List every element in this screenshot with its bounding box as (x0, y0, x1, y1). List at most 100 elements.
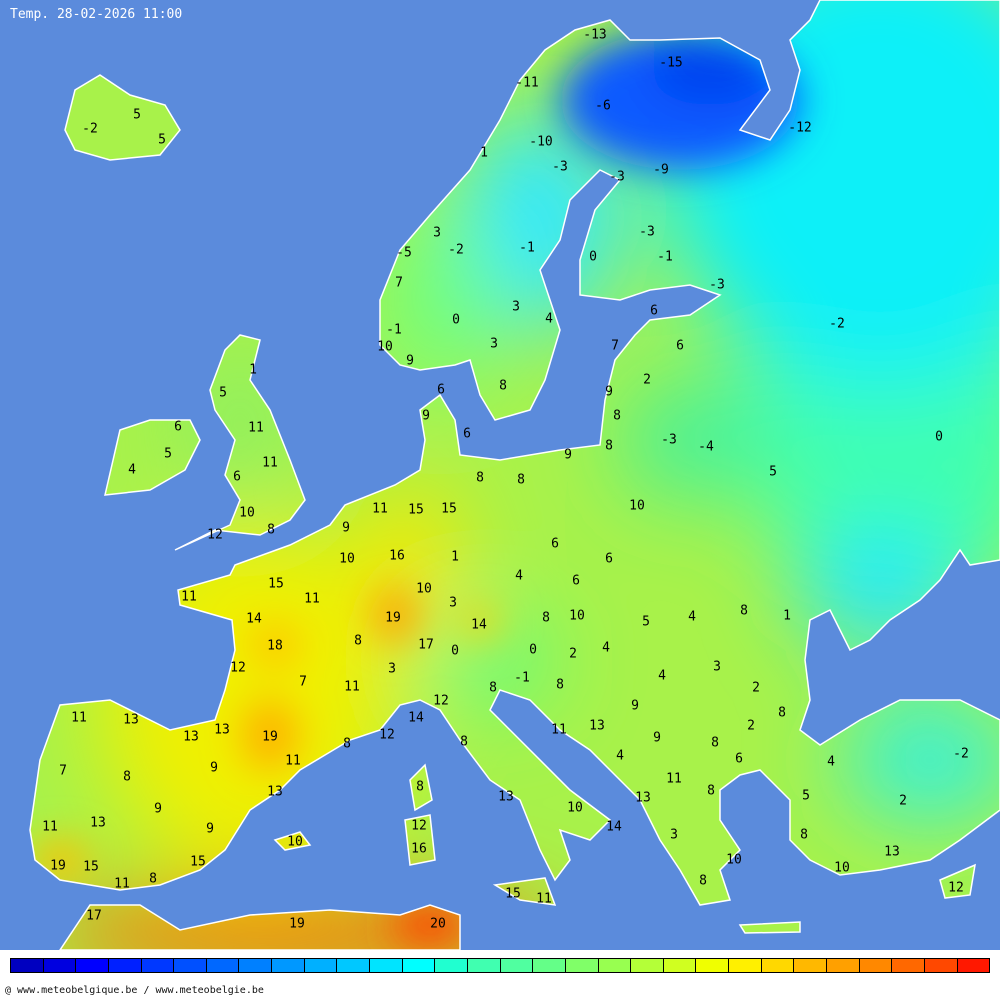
temperature-labels: -13-15-11-6-12-101-3-3 -93-2 -1-3-5 0 -17 -33… (42, 28, 969, 932)
temperature-label: 8 (711, 736, 719, 751)
temperature-label: 3 (388, 662, 396, 677)
color-scale-segment (467, 959, 501, 972)
temperature-label: 5 (164, 447, 172, 462)
color-scale-segment (924, 959, 958, 972)
temperature-label: -5 (396, 246, 412, 261)
temperature-label: -3 (609, 170, 625, 185)
temperature-label: 4 (515, 569, 523, 584)
temperature-label: -2 (829, 317, 845, 332)
color-scale-segment (141, 959, 175, 972)
temperature-label: 5 (219, 386, 227, 401)
temperature-label: 2 (899, 794, 907, 809)
temperature-label: -3 (552, 160, 568, 175)
temperature-label: 11 (248, 421, 264, 436)
temperature-label: 9 (154, 802, 162, 817)
temperature-label: 9 (422, 409, 430, 424)
temperature-label: 14 (471, 618, 487, 633)
temperature-label: 6 (551, 537, 559, 552)
temperature-label: 16 (411, 842, 427, 857)
color-scale-segment (794, 959, 828, 972)
map-title: Temp. 28-02-2026 11:00 (10, 7, 183, 22)
temperature-label: 4 (128, 463, 136, 478)
color-scale-segment (533, 959, 566, 972)
temperature-label: 17 (86, 909, 102, 924)
temperature-label: 8 (499, 379, 507, 394)
temperature-label: 6 (463, 427, 471, 442)
temperature-label: 8 (149, 872, 157, 887)
color-scale-segment (761, 959, 795, 972)
temperature-label: 14 (606, 820, 622, 835)
color-scale-segment (696, 959, 730, 972)
temperature-label: 8 (542, 611, 550, 626)
temperature-label: 19 (262, 730, 278, 745)
temperature-label: 9 (406, 354, 414, 369)
temperature-label: -2 (448, 243, 464, 258)
temperature-label: -1 (657, 250, 673, 265)
temperature-label: 2 (643, 373, 651, 388)
temperature-label: 9 (210, 761, 218, 776)
color-scale-segment (239, 959, 273, 972)
temperature-label: -1 (386, 323, 402, 338)
color-scale-segment (206, 959, 240, 972)
temperature-label: 10 (569, 609, 585, 624)
color-scale-bar (10, 958, 990, 973)
temperature-label: 11 (285, 754, 301, 769)
temperature-label: 8 (605, 439, 613, 454)
temperature-label: 13 (183, 730, 199, 745)
temperature-label: 4 (688, 610, 696, 625)
temperature-label: 8 (699, 874, 707, 889)
color-scale-segment (402, 959, 436, 972)
temperature-label: 4 (602, 641, 610, 656)
temperature-label: 4 (827, 755, 835, 770)
temperature-label: 11 (42, 820, 58, 835)
color-scale-segment (827, 959, 860, 972)
temperature-label: -9 (653, 163, 669, 178)
temperature-label: -15 (659, 56, 682, 71)
temperature-label: 8 (267, 523, 275, 538)
temperature-map: -13-15-11-6-12-101-3-3 -93-2 -1-3-5 0 -17 -33… (0, 0, 1000, 950)
temperature-label: 15 (441, 502, 457, 517)
temperature-label: 15 (408, 503, 424, 518)
temperature-label: 19 (50, 859, 66, 874)
temperature-label: 6 (735, 752, 743, 767)
temperature-label: 6 (233, 470, 241, 485)
temperature-label: 1 (249, 363, 257, 378)
temperature-label: 0 (451, 644, 459, 659)
temperature-label: 3 (490, 337, 498, 352)
temperature-label: 5 (133, 108, 141, 123)
temperature-label: 3 (670, 828, 678, 843)
temperature-label: 8 (460, 735, 468, 750)
temperature-label: 12 (411, 819, 427, 834)
temperature-label: 13 (589, 719, 605, 734)
temperature-label: 7 (59, 764, 67, 779)
temperature-label: 11 (71, 711, 87, 726)
temperature-label: 7 (395, 276, 403, 291)
temperature-label: 1 (480, 146, 488, 161)
temperature-label: 13 (123, 713, 139, 728)
temperature-label: 11 (551, 723, 567, 738)
temperature-label: 12 (379, 728, 395, 743)
temperature-label: 10 (339, 552, 355, 567)
temperature-label: 11 (262, 456, 278, 471)
temperature-label: 14 (408, 711, 424, 726)
color-scale-segment (565, 959, 599, 972)
temperature-label: 8 (354, 634, 362, 649)
temperature-label: 16 (389, 549, 405, 564)
temperature-label: 10 (416, 582, 432, 597)
temperature-label: 13 (884, 845, 900, 860)
temperature-label: 2 (569, 647, 577, 662)
temperature-label: 3 (449, 596, 457, 611)
temperature-label: 3 (433, 226, 441, 241)
color-scale-segment (957, 959, 990, 972)
color-scale-segment (43, 959, 77, 972)
temperature-label: 9 (631, 699, 639, 714)
temperature-label: 17 (418, 638, 434, 653)
color-scale-segment (304, 959, 338, 972)
temperature-label: 12 (433, 694, 449, 709)
temperature-label: 11 (344, 680, 360, 695)
temperature-label: 2 (752, 681, 760, 696)
temperature-label: 8 (707, 784, 715, 799)
temperature-label: 15 (268, 577, 284, 592)
temperature-label: 1 (451, 550, 459, 565)
temperature-label: 10 (567, 801, 583, 816)
